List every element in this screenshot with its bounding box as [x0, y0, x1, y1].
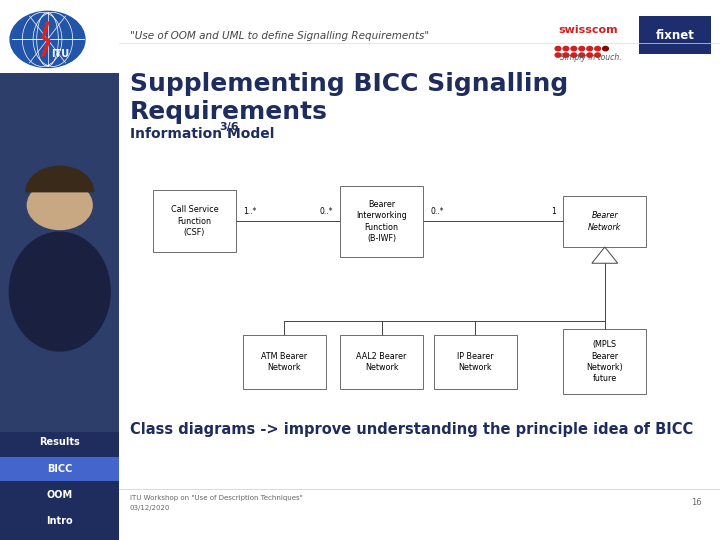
Bar: [243, 335, 325, 389]
Wedge shape: [26, 166, 94, 192]
Bar: [341, 335, 423, 389]
Text: AAL2 Bearer
Network: AAL2 Bearer Network: [356, 352, 407, 372]
Text: BICC: BICC: [47, 464, 72, 474]
Polygon shape: [592, 247, 618, 263]
Circle shape: [595, 53, 600, 57]
Circle shape: [587, 53, 593, 57]
Bar: [0, 457, 119, 481]
Text: Requirements: Requirements: [130, 100, 328, 124]
Text: fixnet: fixnet: [656, 29, 695, 42]
Bar: [563, 195, 647, 247]
Circle shape: [555, 46, 561, 51]
Bar: [0, 38, 119, 432]
Circle shape: [579, 46, 585, 51]
Circle shape: [571, 53, 577, 57]
Text: "Use of OOM and UML to define Signalling Requirements": "Use of OOM and UML to define Signalling…: [130, 31, 428, 40]
Bar: [341, 186, 423, 256]
Circle shape: [579, 53, 585, 57]
Text: Class diagrams -> improve understanding the principle idea of BICC: Class diagrams -> improve understanding …: [130, 422, 693, 437]
Text: Information Model: Information Model: [130, 127, 274, 141]
Text: OOM: OOM: [46, 490, 73, 500]
Circle shape: [571, 46, 577, 51]
Circle shape: [563, 53, 569, 57]
Text: Supplementing BICC Signalling: Supplementing BICC Signalling: [130, 72, 568, 96]
Text: ITU: ITU: [50, 49, 69, 59]
Text: 0..*: 0..*: [320, 207, 333, 216]
Text: 16: 16: [691, 498, 702, 507]
Text: 1: 1: [552, 207, 556, 216]
Text: 3/6: 3/6: [220, 122, 239, 132]
Circle shape: [27, 181, 92, 230]
Text: Intro: Intro: [46, 516, 73, 526]
Text: 1..*: 1..*: [243, 207, 256, 216]
Circle shape: [587, 46, 593, 51]
Text: Bearer
Interworking
Function
(B-IWF): Bearer Interworking Function (B-IWF): [356, 200, 407, 243]
Ellipse shape: [9, 232, 110, 351]
Bar: [0, 0, 119, 540]
Circle shape: [555, 53, 561, 57]
Text: Bearer
Network: Bearer Network: [588, 211, 621, 232]
Bar: [153, 191, 236, 252]
Text: Call Service
Function
(CSF): Call Service Function (CSF): [171, 205, 218, 238]
Text: Results: Results: [39, 437, 80, 448]
Circle shape: [563, 46, 569, 51]
Bar: [433, 335, 517, 389]
Text: 03/12/2020: 03/12/2020: [130, 504, 170, 511]
Circle shape: [10, 11, 85, 68]
Text: (MPLS
Bearer
Network)
future: (MPLS Bearer Network) future: [586, 340, 624, 383]
Circle shape: [603, 46, 608, 51]
Bar: [639, 16, 711, 54]
Text: swisscom: swisscom: [558, 25, 618, 35]
Text: ATM Bearer
Network: ATM Bearer Network: [261, 352, 307, 372]
Text: ITU Workshop on "Use of Description Techniques": ITU Workshop on "Use of Description Tech…: [130, 495, 302, 501]
Circle shape: [595, 46, 600, 51]
Text: 0..*: 0..*: [431, 207, 444, 216]
Text: IP Bearer
Network: IP Bearer Network: [457, 352, 493, 372]
Bar: [0, 0, 119, 73]
Text: Simply in touch.: Simply in touch.: [559, 53, 621, 62]
Bar: [563, 329, 647, 394]
